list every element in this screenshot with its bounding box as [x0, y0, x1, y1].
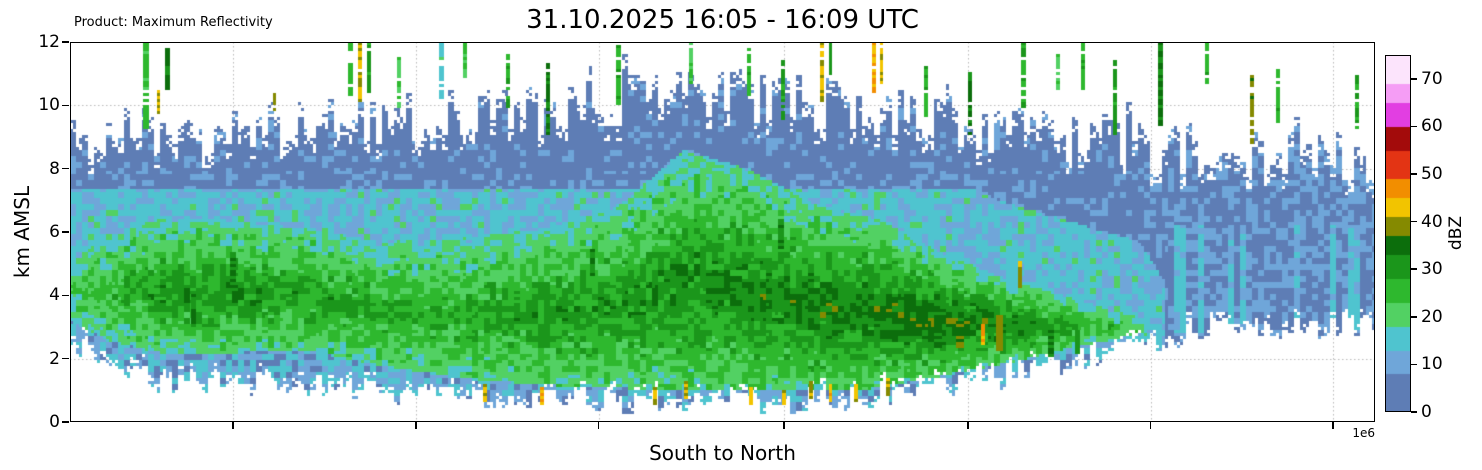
colorbar-tick-mark [1411, 316, 1417, 318]
colorbar-tick-mark [1411, 125, 1417, 128]
product-label: Product: Maximum Reflectivity [74, 15, 273, 30]
chart-title: 31.10.2025 16:05 - 16:09 UTC [526, 5, 919, 35]
x-axis-label: South to North [649, 441, 796, 465]
colorbar-tick-mark [1411, 78, 1417, 80]
colorbar-tick-label: 0 [1421, 402, 1432, 422]
colorbar-tick-label: 50 [1421, 164, 1443, 184]
colorbar [1385, 55, 1411, 412]
x-tick-mark [967, 422, 969, 429]
colorbar-tick-mark [1411, 173, 1417, 175]
colorbar-label: dBZ [1446, 215, 1466, 251]
colorbar-tick-mark [1411, 220, 1417, 223]
reflectivity-heatmap-canvas [70, 42, 1375, 422]
colorbar-tick-label: 70 [1421, 68, 1443, 89]
x-tick-mark [232, 422, 234, 429]
y-tick-mark [62, 294, 69, 297]
y-tick-mark [62, 421, 69, 423]
colorbar-tick-mark [1411, 363, 1417, 366]
colorbar-tick-label: 10 [1421, 354, 1443, 375]
x-tick-mark [415, 422, 417, 429]
y-tick-mark [62, 231, 69, 233]
y-axis-label: km AMSL [10, 185, 34, 279]
colorbar-tick-mark [1411, 268, 1417, 270]
x-tick-mark [597, 422, 600, 429]
colorbar-tick-mark [1411, 411, 1417, 413]
y-tick-mark [62, 41, 69, 43]
y-tick-mark [62, 357, 69, 360]
colorbar-tick-label: 20 [1421, 306, 1443, 327]
y-tick-mark [62, 167, 69, 170]
y-tick-mark [62, 104, 69, 107]
x-axis-offset-label: 1e6 [1352, 426, 1375, 440]
colorbar-tick-label: 60 [1421, 116, 1443, 137]
x-tick-mark [783, 422, 785, 429]
x-tick-mark [1149, 422, 1152, 429]
